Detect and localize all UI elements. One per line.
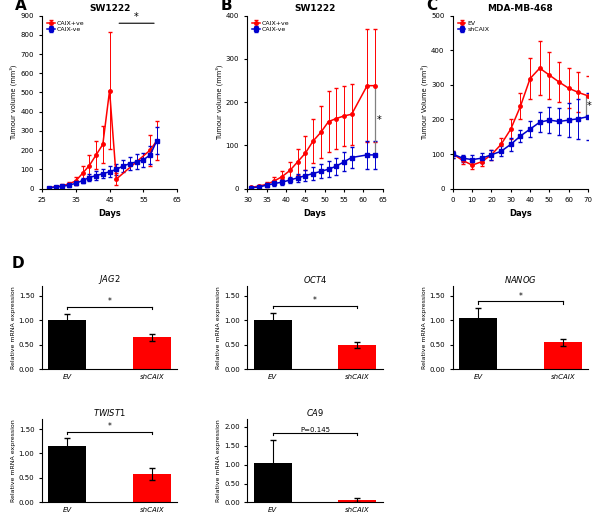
Text: *: * bbox=[377, 116, 382, 125]
Y-axis label: Relative mRNA expression: Relative mRNA expression bbox=[422, 286, 427, 369]
Text: *: * bbox=[107, 422, 112, 431]
Title: $\bf\it{JAG2}$: $\bf\it{JAG2}$ bbox=[98, 273, 121, 286]
Text: *: * bbox=[313, 296, 317, 306]
Y-axis label: Relative mRNA expression: Relative mRNA expression bbox=[216, 420, 221, 502]
Y-axis label: Relative mRNA expression: Relative mRNA expression bbox=[11, 420, 16, 502]
Bar bbox=[459, 318, 497, 369]
Text: C: C bbox=[426, 0, 437, 13]
X-axis label: Days: Days bbox=[304, 209, 326, 218]
Bar bbox=[544, 342, 582, 369]
Bar bbox=[48, 446, 86, 502]
Y-axis label: Tumour volume (mm³): Tumour volume (mm³) bbox=[215, 65, 223, 139]
Bar bbox=[254, 320, 292, 369]
Text: P=0.145: P=0.145 bbox=[300, 426, 330, 433]
Text: *: * bbox=[587, 101, 592, 111]
Y-axis label: Relative mRNA expression: Relative mRNA expression bbox=[11, 286, 16, 369]
Title: SW1222: SW1222 bbox=[295, 4, 335, 13]
Bar bbox=[338, 500, 376, 502]
Text: A: A bbox=[15, 0, 27, 13]
Text: *: * bbox=[107, 297, 112, 307]
Text: *: * bbox=[518, 292, 523, 300]
Legend: EV, shCAIX: EV, shCAIX bbox=[456, 19, 491, 34]
Title: $\bf\it{NANOG}$: $\bf\it{NANOG}$ bbox=[504, 274, 537, 285]
Bar bbox=[338, 345, 376, 369]
Text: *: * bbox=[134, 12, 139, 22]
Text: D: D bbox=[12, 256, 25, 271]
Title: MDA-MB-468: MDA-MB-468 bbox=[488, 4, 553, 13]
Legend: CAIX+ve, CAIX-ve: CAIX+ve, CAIX-ve bbox=[251, 19, 292, 34]
Bar bbox=[133, 337, 171, 369]
Title: $\bf\it{TWIST1}$: $\bf\it{TWIST1}$ bbox=[93, 408, 126, 419]
Title: $\bf\it{OCT4}$: $\bf\it{OCT4}$ bbox=[303, 274, 327, 285]
Legend: CAIX+ve, CAIX-ve: CAIX+ve, CAIX-ve bbox=[45, 19, 86, 34]
Title: $\bf\it{CA9}$: $\bf\it{CA9}$ bbox=[306, 408, 324, 419]
Y-axis label: Tumour Volume (mm³): Tumour Volume (mm³) bbox=[421, 65, 428, 139]
Y-axis label: Tumour volume (mm³): Tumour volume (mm³) bbox=[10, 65, 17, 139]
Bar bbox=[48, 320, 86, 369]
Text: B: B bbox=[220, 0, 232, 13]
Title: SW1222: SW1222 bbox=[89, 4, 130, 13]
X-axis label: Days: Days bbox=[98, 209, 121, 218]
Bar bbox=[254, 463, 292, 502]
Y-axis label: Relative mRNA expression: Relative mRNA expression bbox=[216, 286, 221, 369]
X-axis label: Days: Days bbox=[509, 209, 532, 218]
Bar bbox=[133, 474, 171, 502]
